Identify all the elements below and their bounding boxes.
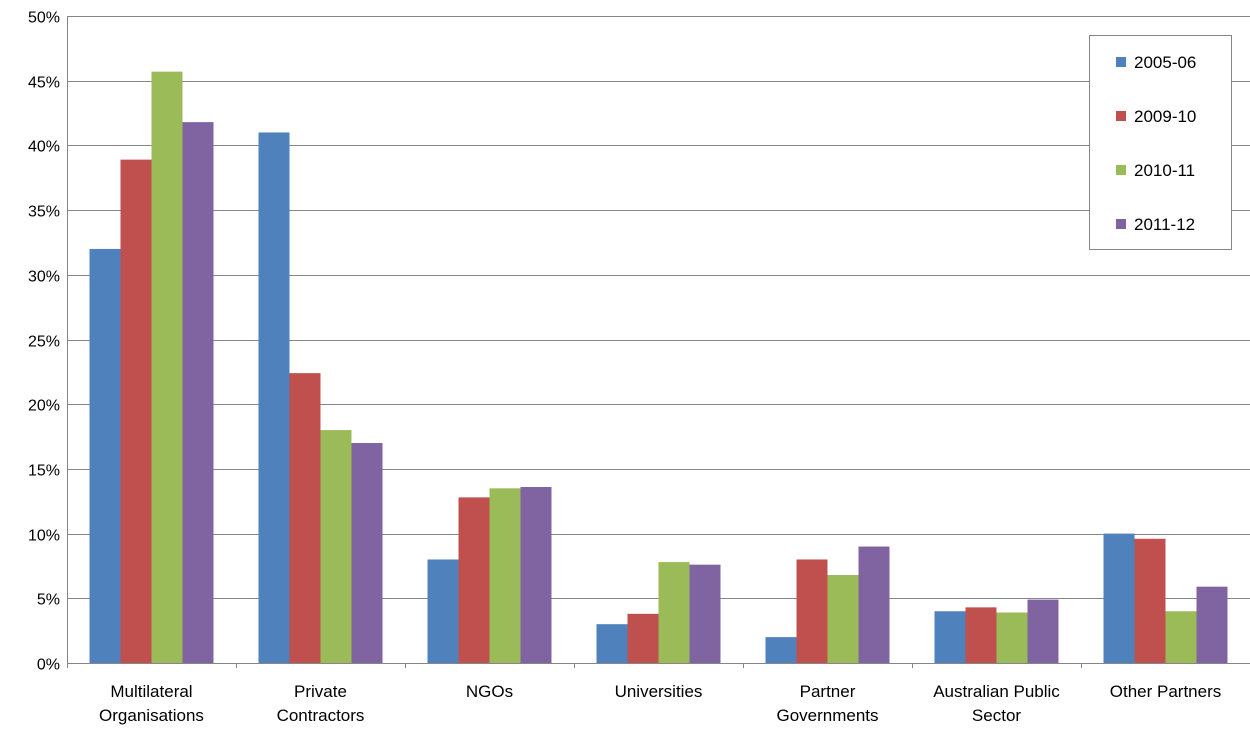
legend: 2005-06 2009-10 2010-11 2011-12: [1089, 35, 1232, 250]
gridlines: [67, 16, 1250, 599]
bar: [689, 564, 721, 663]
x-category-label: Private: [294, 682, 347, 701]
y-tick-label: 25%: [28, 334, 60, 351]
legend-label: 2010-11: [1134, 161, 1195, 180]
bar: [1196, 586, 1228, 663]
bar: [965, 607, 997, 663]
y-tick-label: 20%: [28, 398, 60, 415]
bar: [827, 575, 859, 663]
x-axis-category-labels: Multilateral Organisations Private Contract…: [99, 682, 1221, 725]
x-category-label: Multilateral: [110, 682, 192, 701]
bar: [996, 612, 1028, 663]
bar: [89, 248, 121, 664]
y-tick-label: 30%: [28, 269, 60, 286]
bar: [120, 159, 152, 663]
y-tick-label: 40%: [28, 139, 60, 156]
x-category-label: Partner: [800, 682, 856, 701]
bar: [627, 613, 659, 663]
bar: [796, 559, 828, 663]
bar: [289, 373, 321, 663]
y-tick-label: 0%: [37, 657, 60, 674]
y-axis-tick-labels: 0% 5% 10% 15% 20% 25% 30% 35% 40% 45% 50%: [28, 10, 60, 674]
legend-swatch: [1116, 111, 1126, 121]
legend-label: 2005-06: [1134, 53, 1196, 72]
x-category-label: Sector: [972, 706, 1021, 725]
bar: [1134, 538, 1166, 663]
bar: [351, 443, 383, 663]
x-category-label: Organisations: [99, 706, 204, 725]
bar: [458, 497, 490, 663]
x-category-label: Australian Public: [933, 682, 1060, 701]
x-category-label: Other Partners: [1110, 682, 1222, 701]
y-tick-label: 15%: [28, 463, 60, 480]
legend-box: [1089, 35, 1232, 250]
bar: [258, 132, 290, 663]
y-tick-label: 45%: [28, 75, 60, 92]
bar: [427, 559, 459, 663]
bar: [489, 488, 521, 663]
x-category-label: Governments: [776, 706, 878, 725]
bars: [89, 71, 1228, 664]
legend-label: 2011-12: [1134, 215, 1195, 234]
x-category-label: NGOs: [466, 682, 513, 701]
bar: [765, 637, 797, 663]
y-tick-label: 5%: [37, 592, 60, 609]
y-tick-label: 35%: [28, 204, 60, 221]
legend-label: 2009-10: [1134, 107, 1196, 126]
legend-swatch: [1116, 57, 1126, 67]
legend-swatch: [1116, 165, 1126, 175]
bar: [1103, 533, 1135, 663]
y-tick-label: 50%: [28, 10, 60, 27]
x-category-label: Universities: [615, 682, 703, 701]
bar: [320, 430, 352, 663]
legend-swatch: [1116, 219, 1126, 229]
axes: [67, 16, 1250, 668]
bar: [1027, 599, 1059, 663]
bar: [182, 122, 214, 663]
x-category-label: Contractors: [277, 706, 365, 725]
bar: [934, 611, 966, 663]
bar: [858, 546, 890, 663]
bar: [658, 562, 690, 663]
bar: [520, 487, 552, 663]
y-tick-label: 10%: [28, 528, 60, 545]
bar: [151, 71, 183, 664]
bar: [1165, 611, 1197, 663]
bar: [596, 624, 628, 663]
